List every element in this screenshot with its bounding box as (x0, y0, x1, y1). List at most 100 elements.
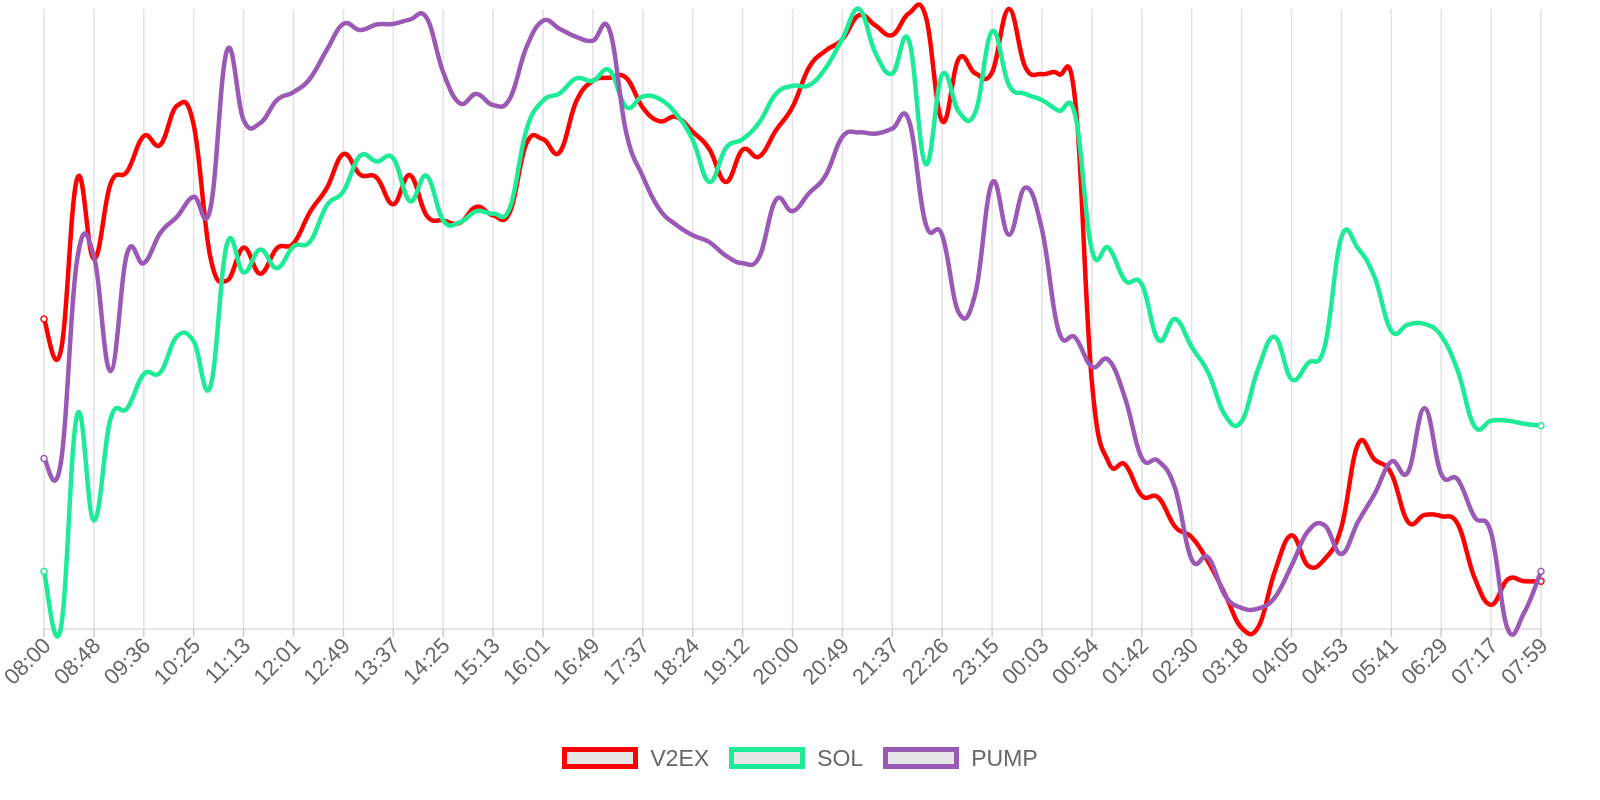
data-point-sol (923, 162, 928, 166)
data-point-pump (807, 191, 811, 195)
data-point-v2ex (1505, 577, 1510, 582)
data-point-sol (674, 111, 678, 116)
data-point-v2ex (1356, 442, 1360, 447)
data-point-sol (1239, 419, 1244, 424)
data-point-pump (873, 131, 878, 136)
data-point-v2ex (341, 152, 346, 156)
data-point-v2ex (907, 11, 911, 16)
data-point-v2ex (624, 75, 629, 80)
data-point-pump (75, 257, 80, 261)
data-point-v2ex (391, 202, 396, 207)
data-point-sol (907, 38, 911, 43)
data-point-v2ex (1289, 533, 1294, 538)
data-point-pump (1439, 472, 1444, 476)
data-point-v2ex (275, 246, 279, 251)
data-point-v2ex (973, 71, 978, 76)
data-point-v2ex (956, 56, 961, 61)
data-point-pump (225, 48, 229, 53)
data-point-sol (1372, 275, 1377, 280)
legend-label-pump: PUMP (971, 744, 1038, 771)
data-point-pump (823, 173, 828, 178)
data-point-pump (1223, 593, 1227, 598)
data-point-v2ex (607, 75, 612, 80)
data-point-pump (890, 126, 895, 131)
data-point-pump (1537, 567, 1545, 576)
data-point-v2ex (873, 23, 878, 28)
data-point-v2ex (258, 271, 263, 276)
data-point-pump (607, 28, 612, 32)
data-point-pump (441, 70, 446, 75)
data-point-v2ex (1339, 525, 1344, 530)
data-point-sol (1356, 246, 1360, 251)
data-point-v2ex (724, 180, 728, 184)
x-tick-label: 04:05 (1246, 633, 1303, 690)
data-point-sol (391, 156, 396, 161)
data-point-v2ex (208, 255, 213, 259)
x-tick-label: 08:00 (0, 633, 56, 690)
data-point-pump (141, 261, 146, 266)
data-point-pump (341, 22, 346, 26)
data-point-pump (790, 209, 795, 213)
data-point-v2ex (1389, 471, 1394, 476)
data-point-sol (441, 218, 446, 223)
data-point-pump (1040, 227, 1044, 232)
data-point-sol (1505, 418, 1510, 423)
data-point-pump (1422, 406, 1427, 411)
data-point-pump (1505, 627, 1510, 631)
data-point-pump (1356, 519, 1360, 524)
data-point-sol (324, 203, 329, 208)
data-point-sol (940, 72, 945, 77)
data-point-v2ex (1106, 460, 1111, 465)
data-point-v2ex (58, 350, 63, 354)
data-point-pump (1189, 557, 1194, 562)
data-point-sol (707, 180, 712, 184)
legend-label-sol: SOL (817, 744, 864, 771)
data-point-pump (40, 454, 48, 463)
data-point-v2ex (125, 169, 130, 174)
data-point-pump (1389, 459, 1394, 464)
data-point-pump (973, 291, 978, 295)
data-point-pump (1156, 459, 1161, 463)
legend-item-v2ex[interactable]: V2EX (562, 745, 709, 772)
data-point-pump (557, 26, 562, 31)
data-point-pump (474, 92, 479, 96)
data-point-pump (1256, 606, 1261, 611)
x-tick-label: 11:13 (200, 633, 255, 688)
data-point-sol (258, 247, 263, 252)
data-point-v2ex (1073, 99, 1078, 104)
data-point-sol (40, 567, 48, 576)
legend-item-sol[interactable]: SOL (729, 745, 863, 772)
data-point-sol (175, 334, 179, 339)
data-point-pump (291, 90, 296, 94)
data-point-sol (424, 173, 429, 178)
data-point-sol (58, 627, 63, 631)
data-point-v2ex (1306, 563, 1310, 568)
data-point-pump (175, 214, 179, 219)
x-tick-label: 09:36 (99, 633, 156, 690)
data-point-v2ex (574, 99, 579, 104)
data-point-sol (374, 159, 379, 164)
x-tick-label: 02:30 (1147, 633, 1204, 690)
x-tick-label: 08:48 (49, 633, 106, 690)
data-point-pump (424, 15, 429, 20)
data-point-sol (125, 406, 130, 411)
data-point-sol (291, 244, 296, 249)
x-tick-label: 15:13 (448, 633, 505, 690)
data-point-pump (1455, 477, 1460, 482)
data-point-sol (225, 242, 229, 246)
data-point-v2ex (1422, 513, 1427, 517)
data-point-v2ex (1406, 519, 1410, 524)
data-point-pump (125, 251, 130, 256)
x-axis-ticks: 08:0008:4809:3610:2511:1312:0112:4913:37… (0, 629, 1553, 689)
data-point-sol (757, 120, 762, 125)
legend-item-pump[interactable]: PUMP (883, 744, 1038, 772)
data-point-sol (474, 209, 479, 213)
data-point-pump (740, 261, 745, 266)
data-point-sol (624, 105, 629, 109)
data-point-sol (574, 76, 579, 81)
data-point-sol (1422, 322, 1427, 326)
data-point-pump (574, 35, 579, 39)
data-point-sol (275, 266, 279, 271)
data-point-v2ex (1123, 462, 1128, 467)
data-point-v2ex (740, 147, 745, 152)
